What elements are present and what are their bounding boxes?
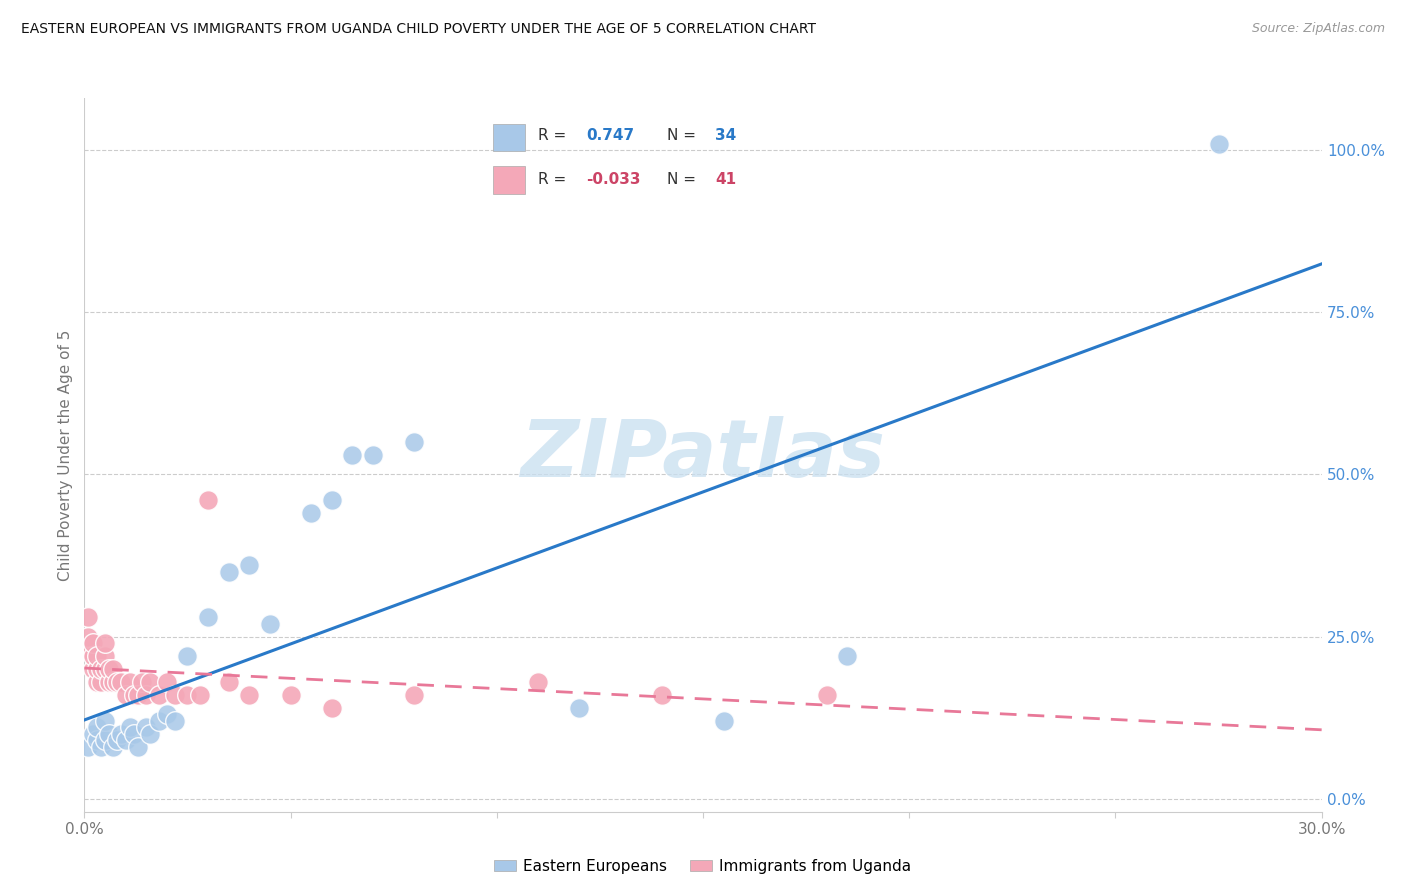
Point [156,707,179,722]
Point [77,630,100,644]
Point [135,688,157,702]
Point [90,739,112,754]
Point [77,610,100,624]
Point [176,648,198,663]
Point [713,714,735,728]
Point [299,506,322,520]
Point [86,733,108,747]
Point [110,675,132,690]
Point [86,648,108,663]
Point [118,720,141,734]
Point [188,688,211,702]
Point [165,688,187,702]
Point [103,662,125,676]
Point [176,688,198,702]
Point [156,675,179,690]
Point [86,720,108,734]
Point [131,675,153,690]
Point [280,688,302,702]
Point [135,720,157,734]
Point [86,675,108,690]
Point [122,727,145,741]
Point [342,448,364,462]
Point [90,675,112,690]
Point [238,558,260,573]
Point [94,733,117,747]
Point [238,688,260,702]
Point [82,662,104,676]
Point [197,493,219,508]
Y-axis label: Child Poverty Under the Age of 5: Child Poverty Under the Age of 5 [58,329,73,581]
Point [148,714,170,728]
Point [82,636,104,650]
Point [110,727,132,741]
Point [139,675,162,690]
Point [259,616,281,631]
Point [568,701,591,715]
Point [94,636,117,650]
Point [86,662,108,676]
Point [114,688,136,702]
Point [218,675,240,690]
Point [98,662,121,676]
Point [321,701,343,715]
Text: Source: ZipAtlas.com: Source: ZipAtlas.com [1251,22,1385,36]
Point [404,688,426,702]
Point [127,688,149,702]
Point [94,714,117,728]
Point [165,714,187,728]
Point [118,675,141,690]
Text: EASTERN EUROPEAN VS IMMIGRANTS FROM UGANDA CHILD POVERTY UNDER THE AGE OF 5 CORR: EASTERN EUROPEAN VS IMMIGRANTS FROM UGAN… [21,22,815,37]
Point [197,610,219,624]
Point [98,727,121,741]
Point [1208,136,1230,151]
Point [127,739,149,754]
Legend: Eastern Europeans, Immigrants from Uganda: Eastern Europeans, Immigrants from Ugand… [488,853,918,880]
Point [94,648,117,663]
Point [122,688,145,702]
Point [103,675,125,690]
Point [90,662,112,676]
Point [815,688,838,702]
Point [837,648,859,663]
Point [103,739,125,754]
Point [218,565,240,579]
Point [94,662,117,676]
Point [361,448,384,462]
Point [148,688,170,702]
Point [77,642,100,657]
Point [82,648,104,663]
Point [105,733,128,747]
Point [77,739,100,754]
Point [82,727,104,741]
Point [105,675,128,690]
Point [321,493,343,508]
Text: ZIPatlas: ZIPatlas [520,416,886,494]
Point [651,688,673,702]
Point [527,675,550,690]
Point [114,733,136,747]
Point [98,675,121,690]
Point [404,434,426,449]
Point [139,727,162,741]
